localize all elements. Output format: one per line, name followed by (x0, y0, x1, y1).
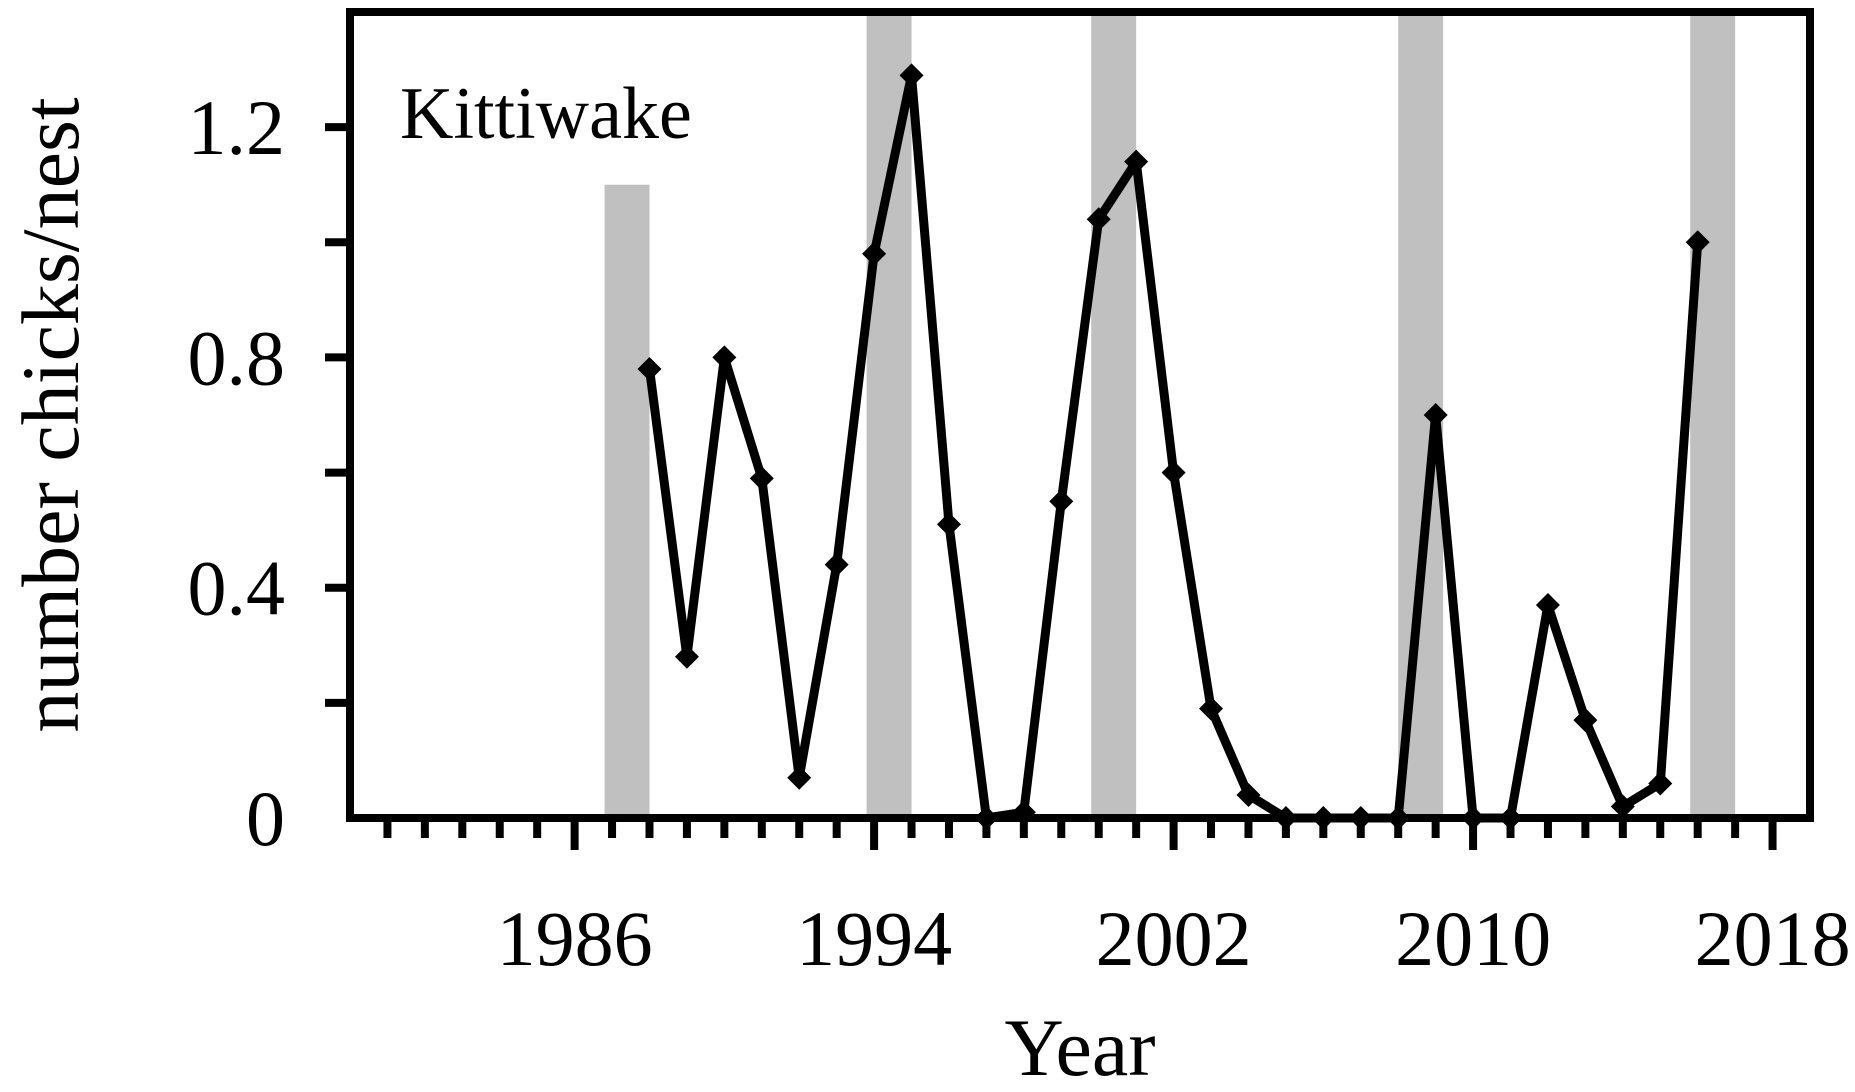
data-point (1011, 800, 1036, 825)
data-point (1161, 460, 1186, 485)
x-tick-label: 2002 (1096, 895, 1252, 982)
data-point (899, 63, 924, 88)
x-axis-title: Year (1004, 1002, 1155, 1087)
data-point (1199, 696, 1224, 721)
data-point (1535, 592, 1560, 617)
data-point (1573, 708, 1598, 733)
plot-frame (346, 8, 1814, 822)
data-point (637, 356, 662, 381)
shaded-period-2 (1091, 12, 1137, 818)
data-point (1236, 782, 1261, 807)
data-point (1273, 806, 1298, 830)
panel-label: Kittiwake (400, 73, 692, 155)
data-point (1348, 806, 1373, 830)
data-point (824, 552, 849, 577)
data-point (1124, 149, 1149, 174)
data-point (1386, 806, 1411, 830)
data-point (1423, 403, 1448, 427)
series-line (645, 70, 1703, 823)
x-tick-label: 2010 (1395, 895, 1551, 982)
data-point (1086, 207, 1111, 232)
y-tick-label: 0 (246, 775, 285, 862)
data-point (1498, 806, 1523, 830)
y-tick-label: 0.8 (188, 314, 286, 401)
data-point (674, 644, 699, 669)
data-point (749, 466, 774, 491)
shaded-period-1 (866, 12, 912, 818)
data-point (787, 765, 812, 790)
data-point (974, 806, 999, 830)
y-tick-label: 0.4 (188, 545, 286, 632)
data-point (862, 241, 887, 266)
y-axis-title: number chicks/nest (5, 97, 96, 733)
x-tick-label: 1994 (796, 895, 952, 982)
data-point (1461, 806, 1486, 830)
x-tick-label: 2018 (1695, 895, 1851, 982)
data-point (1610, 794, 1635, 819)
tick-labels: 1986 1994 2002 2010 2018 0 0.4 0.8 1.2 (188, 84, 1851, 982)
data-markers (637, 63, 1710, 830)
shaded-period-4 (1690, 12, 1736, 818)
data-point (936, 512, 961, 537)
data-point (1648, 771, 1673, 796)
axis-ticks (325, 123, 1777, 850)
shaded-period-0 (604, 184, 650, 818)
y-tick-label: 1.2 (188, 84, 286, 171)
data-point (712, 345, 737, 370)
x-tick-label: 1986 (497, 895, 653, 982)
data-point (1049, 489, 1074, 514)
data-point (1311, 806, 1336, 830)
shaded-periods (604, 12, 1736, 818)
data-point (1685, 230, 1710, 255)
